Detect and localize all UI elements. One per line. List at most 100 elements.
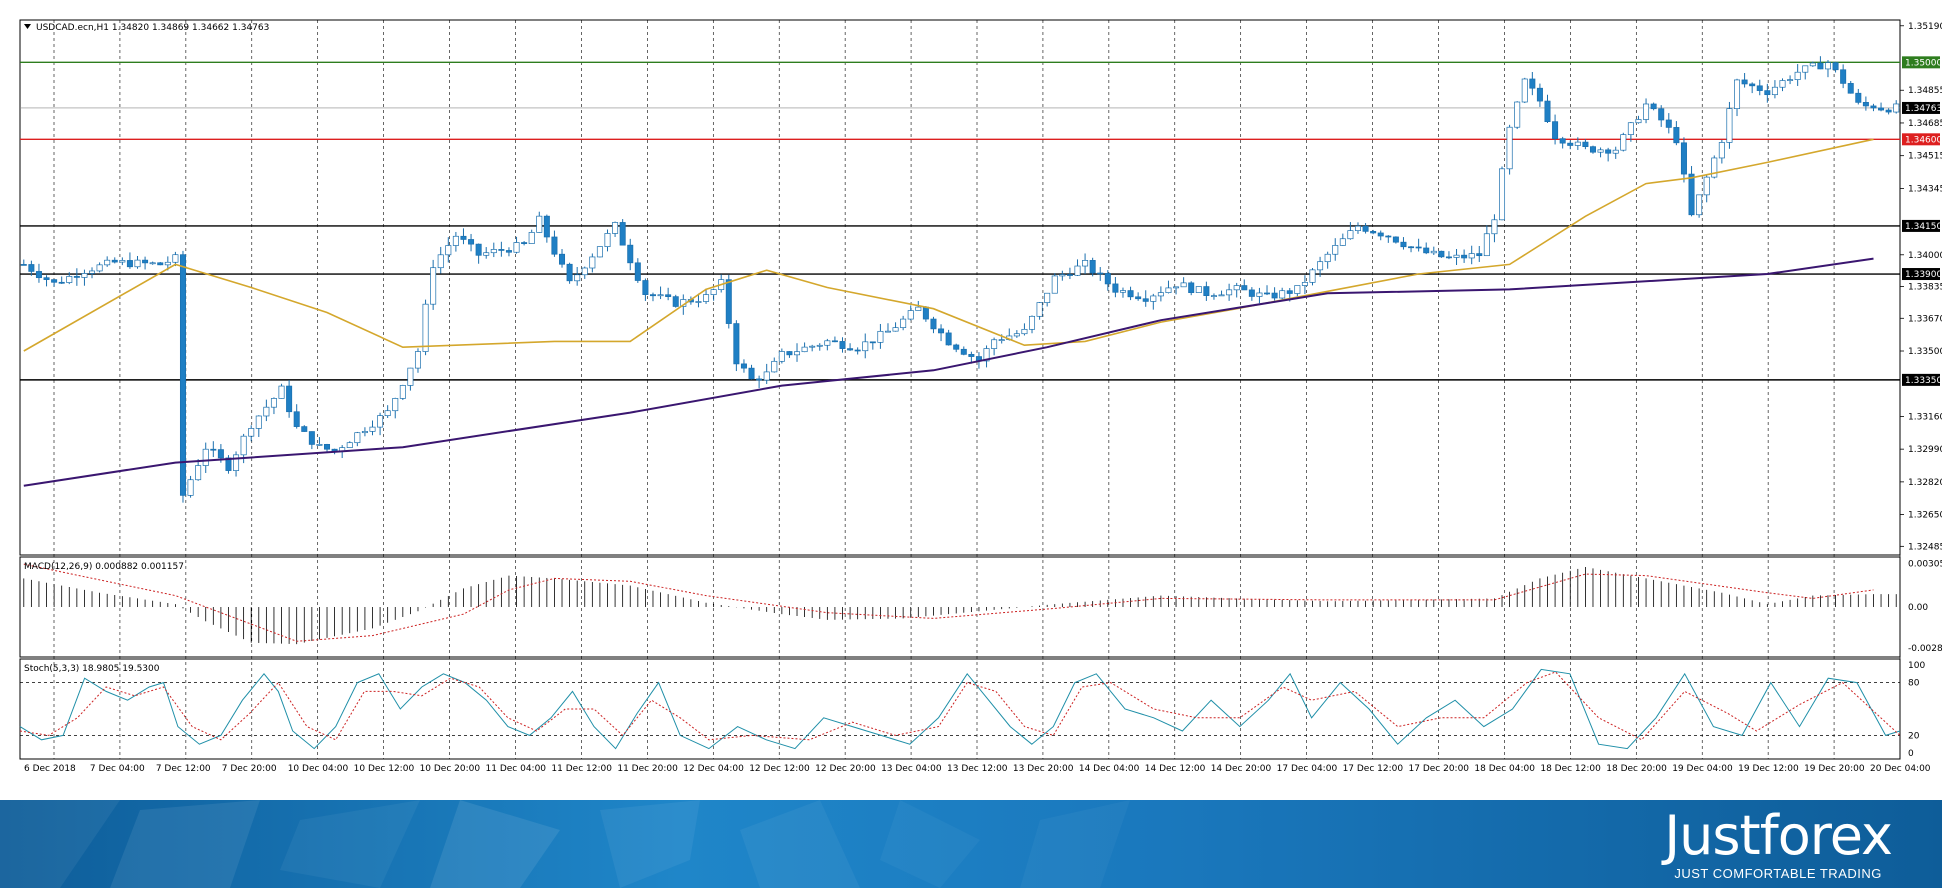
ma-slow-line [23,257,1874,487]
candle-bull [1620,134,1627,151]
candle-bull [270,398,277,408]
dropdown-triangle-icon[interactable] [24,24,31,29]
candle-bear [1605,149,1612,154]
candle-bull [1082,260,1089,267]
time-tick-label: 18 Dec 20:00 [1606,764,1667,774]
time-tick-label: 12 Dec 20:00 [815,764,876,774]
candle-bear [157,262,164,266]
footer-banner: Justforex JUST COMFORTABLE TRADING [0,800,1942,888]
candle-bull [1453,254,1460,258]
candle-bull [392,398,399,412]
candle-bear [1097,272,1104,275]
candle-bull [581,267,588,276]
price-box-label: 1.33900 [1905,270,1942,280]
macd-label: MACD(12,26,9) 0.000882 0.001157 [24,562,184,572]
candle-bear [831,340,838,343]
candle-bear [1112,283,1119,293]
candle-bull [1165,287,1172,293]
candle-bull [1195,286,1202,293]
candle-bear [733,323,740,365]
candle-bull [763,371,770,381]
candle-bear [475,243,482,256]
price-tick-label: 1.33160 [1908,412,1942,422]
time-tick-label: 7 Dec 12:00 [156,764,211,774]
candle-bear [111,259,118,263]
candle-bull [316,444,323,446]
candle-bear [1392,236,1399,243]
candle-bull [1574,141,1581,146]
candle-bear [786,351,793,356]
price-tick-label: 1.33835 [1908,283,1942,293]
candle-bear [293,411,300,427]
candle-bear [953,344,960,350]
candle-bear [968,354,975,357]
candle-bear [1855,92,1862,103]
candle-bull [536,215,543,233]
time-tick-label: 13 Dec 20:00 [1013,764,1074,774]
candle-bear [1832,62,1839,71]
brand-tagline: JUST COMFORTABLE TRADING [1674,866,1882,881]
candle-bear [324,444,331,450]
macd-tick-label: 0.003059 [1908,559,1942,569]
candle-bear [43,277,50,280]
candle-bear [1567,142,1574,146]
candle-bull [407,367,414,386]
time-tick-label: 6 Dec 2018 [24,764,76,774]
price-box [1902,373,1940,386]
candle-bull [1643,103,1650,120]
candle-bull [1809,62,1816,67]
candle-bull [1051,275,1058,294]
candle-bear [1286,290,1293,294]
candle-bear [740,363,747,369]
candle-bull [1499,168,1506,221]
candle-bull [1324,253,1331,263]
candle-bear [1135,296,1142,300]
price-box [1902,133,1940,146]
price-axis: 1.35190 1.34855 1.34685 1.34515 1.34345 1.340… [1900,22,1942,552]
candle-bull [399,385,406,399]
candle-bull [1635,119,1642,124]
brand-name: Justforex [1664,804,1893,867]
price-tick-label: 1.32485 [1908,542,1942,552]
candle-bear [1142,298,1149,302]
time-tick-label: 17 Dec 04:00 [1277,764,1338,774]
candle-bull [81,273,88,278]
price-tick-label: 1.33670 [1908,314,1942,324]
candle-bear [634,262,641,281]
candle-bear [73,276,80,278]
candle-bear [1415,246,1422,249]
price-box [1902,101,1940,114]
brand-logo[interactable]: Justforex JUST COMFORTABLE TRADING [1664,804,1893,882]
candle-bear [1582,141,1589,148]
candle-bear [1400,241,1407,248]
price-tick-label: 1.34685 [1908,119,1942,129]
candle-bull [1506,126,1513,170]
time-tick-label: 11 Dec 12:00 [551,764,612,774]
time-tick-label: 11 Dec 04:00 [486,764,547,774]
candle-bull [1301,282,1308,286]
price-box-label: 1.34150 [1905,222,1942,232]
candle-bull [877,330,884,343]
candle-bear [1559,138,1566,144]
stoch-tick-label: 20 [1908,731,1920,741]
candle-bull [430,267,437,305]
time-tick-label: 7 Dec 04:00 [90,764,145,774]
time-tick-label: 19 Dec 12:00 [1738,764,1799,774]
candle-bull [703,294,710,302]
candle-bull [369,426,376,432]
candle-bull [862,341,869,352]
candle-bear [126,260,133,268]
candle-bear [854,349,861,352]
ma-fast-line [23,138,1874,352]
candle-bear [725,279,732,324]
candle-bear [35,271,42,279]
candle-bull [422,303,429,352]
main-pane [19,19,1901,556]
candle-bull [1430,250,1437,254]
candle-bull [1226,289,1233,296]
candle-bull [1294,285,1301,294]
candle-bear [1680,142,1687,175]
candle-bear [1241,285,1248,291]
candle-bear [869,341,876,344]
